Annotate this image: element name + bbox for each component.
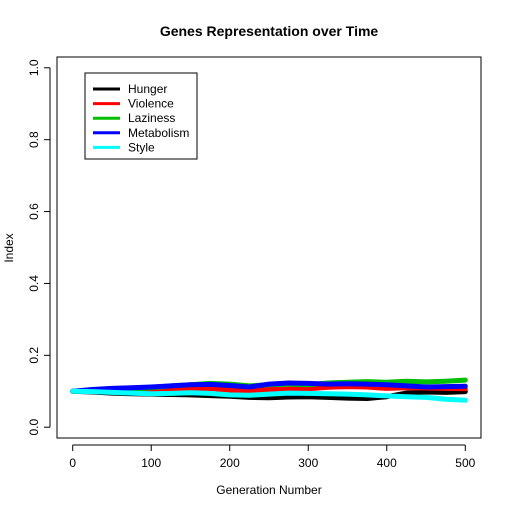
chart-title: Genes Representation over Time xyxy=(160,23,379,39)
legend-box xyxy=(84,72,198,160)
legend-label-laziness: Laziness xyxy=(128,111,175,125)
series-layer xyxy=(70,377,468,403)
y-tick-label: 0.4 xyxy=(27,275,41,292)
x-axis: 0 100 200 300 400 500 xyxy=(69,444,476,470)
x-tick-label: 0 xyxy=(69,456,76,470)
y-axis: 0.0 0.2 0.4 0.6 0.8 1.0 xyxy=(27,59,51,436)
x-tick-label: 500 xyxy=(455,456,475,470)
x-tick-label: 400 xyxy=(377,456,397,470)
series-line-style xyxy=(70,388,468,403)
legend-label-style: Style xyxy=(128,140,155,154)
y-axis-label: Index xyxy=(2,233,16,262)
y-tick-label: 0.0 xyxy=(27,419,41,436)
y-tick-label: 0.6 xyxy=(27,203,41,220)
series-line-metabolism xyxy=(70,380,468,394)
x-tick-label: 100 xyxy=(141,456,161,470)
y-tick-label: 0.8 xyxy=(27,131,41,148)
x-tick-label: 200 xyxy=(220,456,240,470)
plot-frame xyxy=(56,56,482,439)
x-tick-label: 300 xyxy=(298,456,318,470)
y-tick-label: 1.0 xyxy=(27,59,41,76)
y-tick-label: 0.2 xyxy=(27,347,41,364)
legend-label-violence: Violence xyxy=(128,97,174,111)
legend-label-hunger: Hunger xyxy=(128,82,167,96)
legend-label-metabolism: Metabolism xyxy=(128,126,189,140)
x-axis-label: Generation Number xyxy=(216,483,321,497)
